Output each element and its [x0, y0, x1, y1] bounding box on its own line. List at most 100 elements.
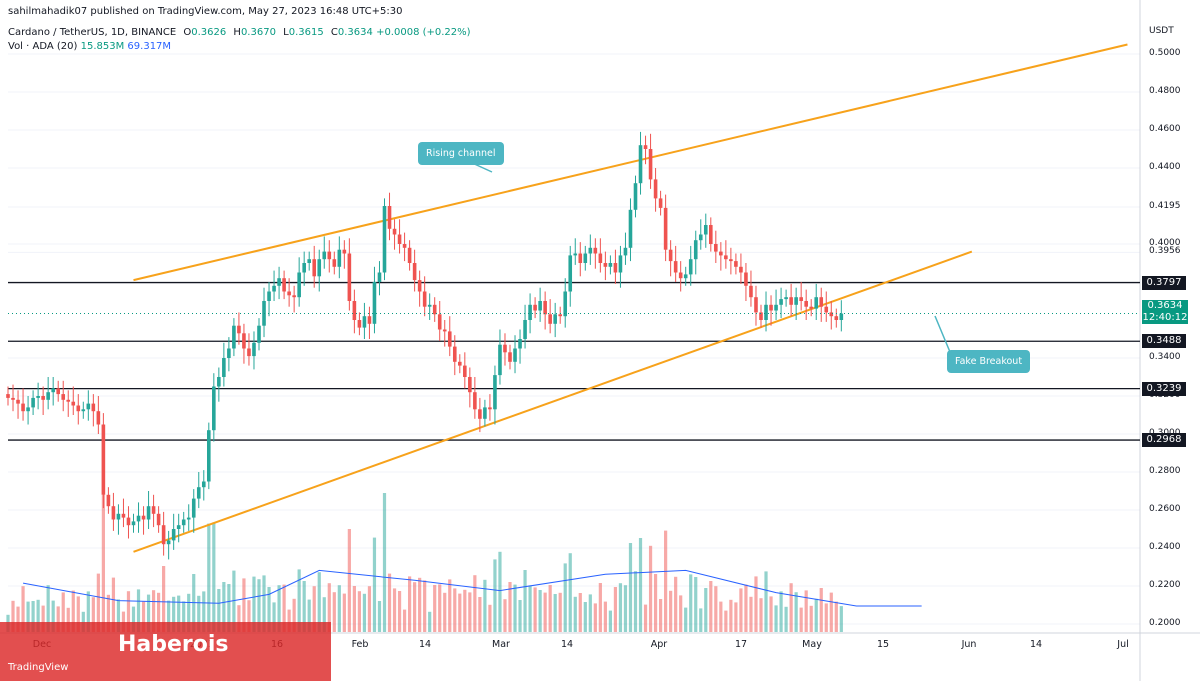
symbol-legend[interactable]: Cardano / TetherUS, 1D, BINANCE O0.3626 … [8, 27, 471, 38]
volume-bar [106, 594, 110, 632]
high-label: H [233, 27, 241, 38]
candle-body [724, 255, 728, 260]
volume-bar [488, 604, 492, 632]
candle-body [483, 407, 487, 419]
volume-bar [252, 576, 256, 632]
candle-body [392, 228, 397, 235]
volume-bar [31, 601, 35, 632]
candle-body [242, 333, 246, 349]
candle-body [618, 255, 623, 273]
date-tick-label: 14 [560, 639, 574, 650]
candle-body [407, 247, 412, 263]
candle-body [367, 316, 372, 324]
volume-bar [508, 582, 512, 632]
volume-bar [387, 573, 392, 632]
date-tick-label: 15 [876, 639, 890, 650]
candle-body [327, 251, 332, 260]
volume-bar [56, 606, 60, 632]
candle-body [799, 297, 803, 301]
volume-bar [804, 590, 808, 632]
volume-bar [774, 605, 778, 632]
volume-bar [684, 607, 688, 632]
volume-bar [41, 605, 45, 632]
volume-ma-value: 69.317M [127, 41, 172, 52]
volume-bar [257, 579, 261, 632]
volume-bar [669, 590, 673, 632]
volume-bar [317, 572, 321, 632]
volume-bar [327, 583, 331, 632]
candle-body [744, 272, 748, 286]
volume-bar [177, 595, 181, 632]
volume-legend[interactable]: Vol · ADA (20) 15.853M 69.317M [8, 41, 171, 52]
candle-body [588, 247, 593, 254]
candle-body [683, 274, 688, 279]
candle-body [156, 513, 161, 526]
volume-bar [608, 610, 612, 632]
candle-body [422, 291, 427, 307]
volume-bar [553, 594, 557, 632]
volume-bar [568, 553, 572, 632]
candle-body [322, 251, 327, 260]
candle-body [11, 397, 15, 400]
candle-body [693, 240, 698, 260]
volume-bar [182, 601, 186, 632]
price-tick-label: 0.2400 [1149, 542, 1181, 552]
volume-bar [674, 576, 678, 632]
volume-bar [46, 585, 50, 632]
candle-body [523, 320, 527, 339]
candle-body [287, 291, 291, 296]
candle-body [86, 403, 91, 410]
candle-body [257, 325, 261, 343]
volume-bar [262, 575, 266, 632]
volume-bar [16, 606, 20, 632]
volume-bar [302, 581, 306, 632]
volume-bar [709, 581, 713, 632]
volume-bar [638, 538, 643, 632]
volume-bar [172, 596, 176, 632]
fake-breakout-pointer [934, 315, 951, 353]
candle-body [538, 301, 542, 311]
date-tick-label: 14 [1029, 639, 1043, 650]
candle-body [136, 515, 141, 522]
open-value: 0.3626 [191, 27, 227, 38]
level-price-tag: 0.3239 [1142, 381, 1186, 396]
volume-bar [794, 592, 798, 632]
volume-label: Vol · ADA (20) [8, 41, 78, 52]
volume-bar [819, 588, 823, 632]
candle-body [518, 339, 522, 349]
candle-body [809, 306, 813, 309]
volume-bar [141, 601, 146, 632]
level-price-tag: 0.2968 [1142, 433, 1186, 448]
level-price-tag: 0.3797 [1142, 275, 1186, 290]
volume-bar [96, 573, 100, 632]
candle-body [468, 377, 472, 393]
publisher-line: sahilmahadik07 published on TradingView.… [8, 6, 403, 17]
volume-bar [167, 600, 171, 632]
volume-bar [423, 580, 427, 632]
candle-body [749, 285, 753, 298]
candle-body [417, 280, 422, 292]
candle-body [688, 259, 693, 275]
volume-bar [272, 602, 276, 632]
volume-bar [66, 607, 70, 632]
candle-body [312, 259, 317, 277]
candle-body [46, 392, 50, 400]
volume-bar [21, 586, 25, 632]
channel-upper-line [133, 43, 1128, 282]
candle-body [207, 430, 211, 482]
tradingview-logo: TradingView [8, 662, 69, 673]
candle-body [458, 361, 462, 366]
volume-bar [151, 590, 156, 632]
volume-bar [724, 610, 728, 632]
volume-bar [664, 530, 668, 632]
volume-bar [162, 566, 166, 632]
candle-body [498, 344, 502, 376]
volume-bar [533, 587, 537, 632]
candle-body [161, 525, 166, 545]
candle-body [141, 515, 146, 520]
candle-body [151, 506, 156, 514]
candle-body [789, 297, 793, 305]
watermark-banner [0, 622, 331, 681]
candle-body [171, 529, 176, 541]
